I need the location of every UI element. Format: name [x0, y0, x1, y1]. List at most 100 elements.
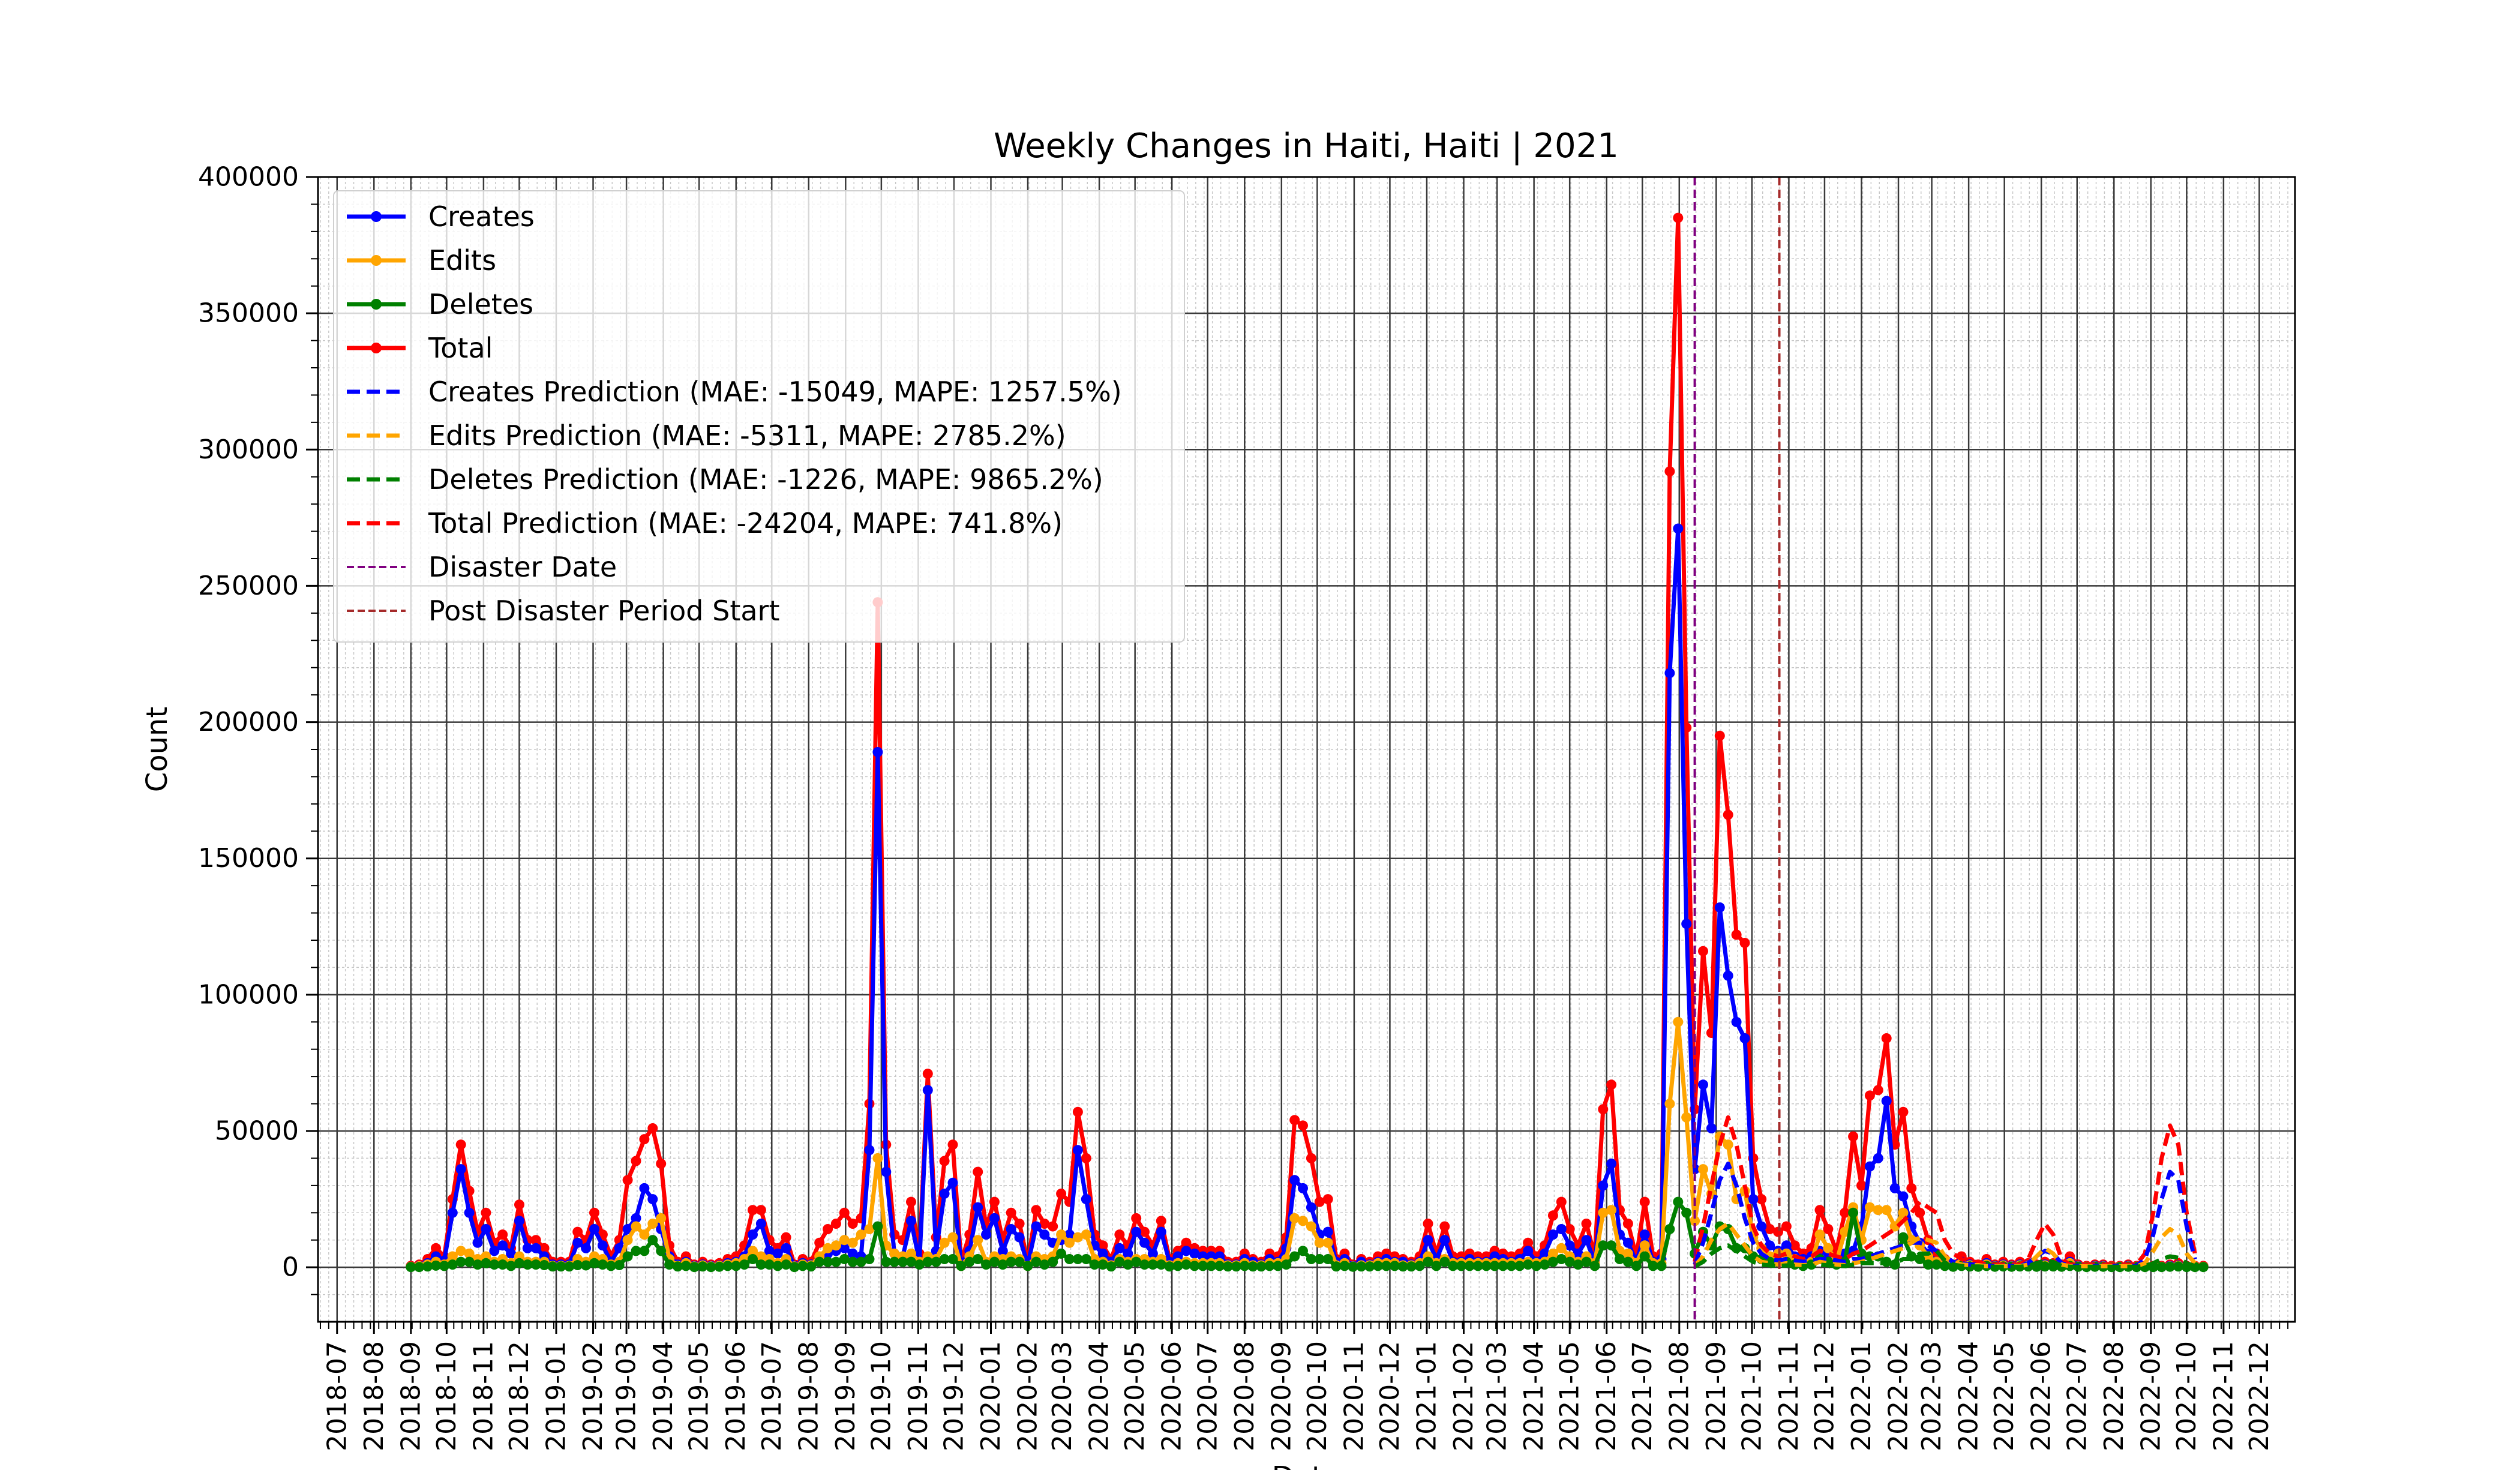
data-point-deletes: [864, 1254, 875, 1264]
data-point-total: [906, 1196, 916, 1207]
data-point-deletes: [2165, 1261, 2176, 1272]
data-point-deletes: [1423, 1256, 1433, 1267]
data-point-creates: [1898, 1191, 1909, 1202]
x-tick-label: 2021-05: [1555, 1341, 1585, 1451]
data-point-edits: [1639, 1240, 1650, 1251]
data-point-total: [1622, 1219, 1633, 1229]
data-point-total: [1739, 938, 1750, 948]
x-tick-label: 2018-11: [468, 1341, 499, 1451]
data-point-total: [1856, 1180, 1867, 1191]
data-point-deletes: [2198, 1262, 2209, 1273]
data-point-creates: [1881, 1096, 1892, 1106]
data-point-edits: [1314, 1237, 1325, 1248]
data-point-deletes: [1923, 1259, 1934, 1270]
data-point-deletes: [947, 1254, 958, 1264]
series-deletes-prediction: [1693, 1243, 2196, 1269]
data-point-deletes: [1214, 1261, 1225, 1271]
legend-entry: Edits: [347, 244, 496, 277]
data-point-deletes: [564, 1261, 575, 1272]
data-point-deletes: [1123, 1259, 1133, 1270]
data-point-creates: [1673, 523, 1684, 534]
data-point-total: [1097, 1240, 1108, 1251]
data-point-deletes: [1531, 1261, 1542, 1271]
data-point-edits: [1306, 1221, 1316, 1232]
data-point-total: [530, 1235, 541, 1246]
data-point-total: [847, 1219, 858, 1229]
data-point-creates: [772, 1248, 783, 1259]
data-point-deletes: [497, 1259, 508, 1270]
data-point-deletes: [1147, 1259, 1158, 1270]
legend-label: Creates Prediction (MAE: -15049, MAPE: 1…: [428, 376, 1122, 408]
data-point-total: [1756, 1194, 1767, 1205]
data-point-creates: [973, 1202, 983, 1213]
data-point-edits: [1814, 1229, 1825, 1240]
data-point-deletes: [1656, 1261, 1667, 1271]
data-point-deletes: [814, 1256, 825, 1267]
data-point-total: [1523, 1237, 1534, 1248]
data-point-total: [497, 1229, 508, 1240]
data-point-deletes: [406, 1262, 416, 1273]
x-tick-label: 2021-07: [1627, 1341, 1658, 1451]
data-point-deletes: [764, 1259, 775, 1270]
data-point-deletes: [1681, 1207, 1692, 1218]
data-point-creates: [997, 1246, 1008, 1256]
data-point-deletes: [1139, 1259, 1150, 1270]
data-point-deletes: [748, 1254, 758, 1264]
data-point-total: [1731, 929, 1742, 940]
data-point-deletes: [1231, 1261, 1241, 1272]
data-point-deletes: [997, 1259, 1008, 1270]
data-point-total: [1056, 1189, 1067, 1199]
data-point-deletes: [530, 1259, 541, 1270]
data-point-deletes: [680, 1261, 691, 1271]
data-point-deletes: [1281, 1259, 1292, 1270]
data-point-edits: [947, 1232, 958, 1243]
data-point-deletes: [922, 1256, 933, 1267]
data-point-deletes: [1564, 1256, 1575, 1267]
x-axis-label: Date: [1272, 1460, 1341, 1470]
x-tick-label: 2020-06: [1157, 1341, 1187, 1451]
legend-entry: Creates Prediction (MAE: -15049, MAPE: 1…: [347, 376, 1122, 408]
y-tick-label: 0: [282, 1252, 299, 1283]
x-tick-label: 2019-12: [938, 1341, 969, 1451]
data-point-deletes: [1331, 1261, 1342, 1272]
legend-entry: Disaster Date: [347, 551, 617, 583]
x-tick-label: 2021-04: [1519, 1341, 1549, 1451]
x-tick-label: 2018-07: [322, 1341, 352, 1451]
data-point-creates: [1756, 1221, 1767, 1232]
data-point-total: [1181, 1237, 1192, 1248]
data-point-deletes: [1664, 1224, 1675, 1234]
data-point-deletes: [622, 1251, 633, 1262]
data-point-edits: [1698, 1164, 1708, 1175]
data-point-deletes: [431, 1260, 441, 1271]
data-point-deletes: [464, 1256, 475, 1267]
legend-entry: Deletes Prediction (MAE: -1226, MAPE: 98…: [347, 463, 1103, 496]
legend-label: Creates: [428, 200, 535, 233]
data-point-total: [514, 1199, 524, 1210]
data-point-deletes: [722, 1261, 733, 1271]
data-point-deletes: [1273, 1261, 1283, 1271]
data-point-deletes: [1848, 1207, 1859, 1218]
series-deletes: [406, 1196, 2209, 1273]
legend-marker: [371, 255, 382, 266]
x-tick-label: 2020-10: [1302, 1341, 1333, 1451]
data-point-total: [1423, 1219, 1433, 1229]
data-point-deletes: [1064, 1254, 1075, 1264]
data-point-edits: [447, 1251, 458, 1262]
data-point-deletes: [1022, 1261, 1033, 1271]
legend-label: Post Disaster Period Start: [428, 595, 780, 627]
data-point-deletes: [2156, 1262, 2167, 1273]
data-point-creates: [1873, 1153, 1883, 1163]
series-layer: [406, 212, 2209, 1273]
data-point-edits: [1823, 1243, 1834, 1253]
data-point-creates: [572, 1237, 583, 1248]
data-point-total: [1131, 1213, 1142, 1223]
data-point-total: [814, 1237, 825, 1248]
data-point-total: [622, 1175, 633, 1186]
x-tick-label: 2021-09: [1701, 1341, 1732, 1451]
data-point-creates: [1031, 1221, 1042, 1232]
x-tick-label: 2022-01: [1846, 1341, 1877, 1451]
data-point-creates: [1423, 1235, 1433, 1246]
x-tick-label: 2021-11: [1774, 1341, 1804, 1451]
data-point-creates: [755, 1219, 766, 1229]
data-point-creates: [1765, 1240, 1775, 1251]
